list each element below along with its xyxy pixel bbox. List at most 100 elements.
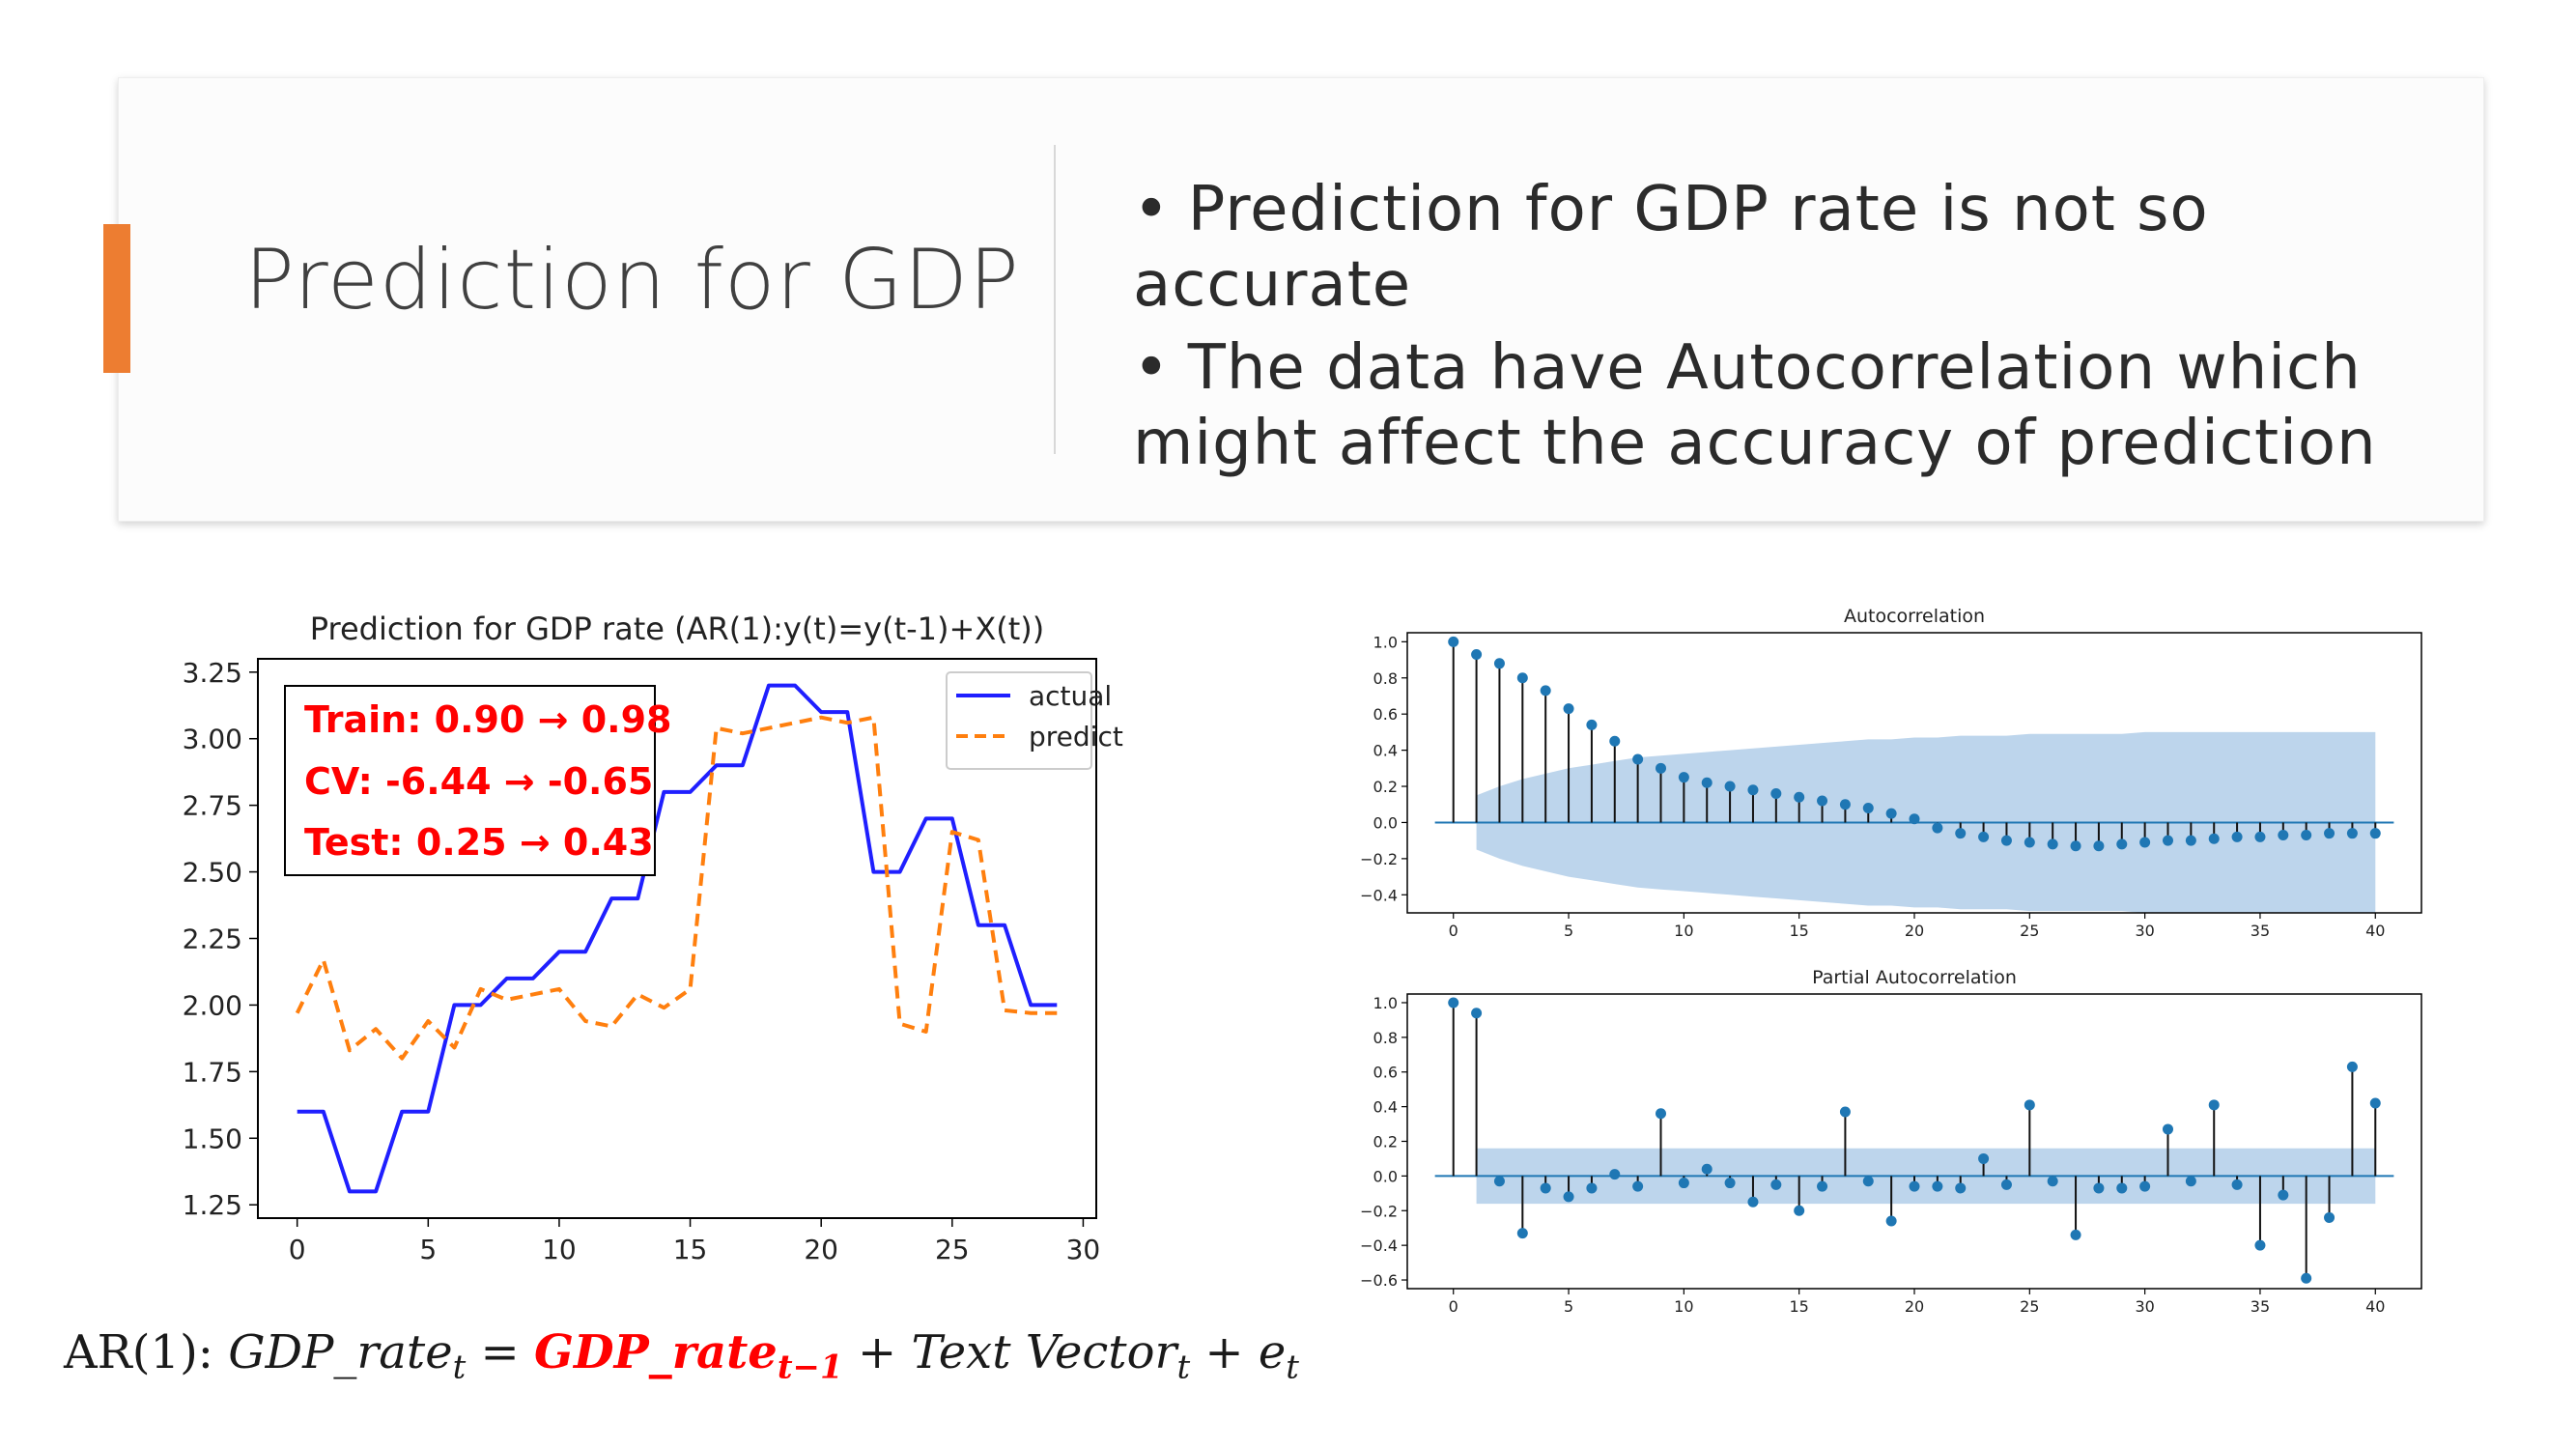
bullet-text: The data have Autocorrelation which migh… [1133, 332, 2377, 479]
stem-marker [1978, 831, 1990, 842]
x-tick-label: 25 [2020, 922, 2039, 940]
stem-marker [1609, 1169, 1621, 1180]
y-tick-label: 0.8 [1373, 1029, 1398, 1047]
formula-text-vector: Text Vector [911, 1325, 1177, 1379]
chart-title: Prediction for GDP rate (AR(1):y(t)=y(t-… [310, 611, 1044, 647]
x-tick-label: 15 [1790, 1297, 1809, 1316]
stem-marker [1862, 802, 1874, 813]
stem-marker [2185, 1176, 2196, 1187]
stem-marker [1770, 788, 1782, 800]
stem-marker [2301, 1272, 2312, 1284]
stem-marker [2231, 831, 2243, 842]
stem-marker [2254, 831, 2266, 842]
bullet-list: • Prediction for GDP rate is not so accur… [1133, 172, 2456, 489]
stem-marker [1955, 828, 1967, 839]
y-tick-label: 1.25 [183, 1189, 242, 1221]
y-tick-label: 2.00 [183, 989, 242, 1021]
title-divider [1054, 145, 1056, 454]
y-tick-label: 3.25 [183, 657, 242, 689]
y-tick-label: −0.2 [1360, 1202, 1398, 1220]
stem-marker [1862, 1176, 1874, 1187]
stem-marker [1448, 636, 1459, 647]
bullet-item: • The data have Autocorrelation which mig… [1133, 330, 2456, 481]
y-tick-label: 0.6 [1373, 705, 1398, 724]
x-tick-label: 20 [1905, 922, 1924, 940]
stem-marker [2278, 830, 2289, 841]
stem-marker [2278, 1189, 2289, 1201]
stem-marker [2208, 1099, 2220, 1111]
stem-marker [1955, 1182, 1967, 1194]
x-tick-label: 10 [1674, 922, 1693, 940]
stem-marker [2254, 1239, 2266, 1251]
stem-marker [1540, 1182, 1551, 1194]
stem-marker [1839, 1106, 1851, 1118]
stem-marker [2185, 835, 2196, 846]
stem-marker [2324, 828, 2335, 839]
stem-marker [1724, 781, 1736, 792]
y-tick-label: 0.2 [1373, 1133, 1398, 1151]
formula-error: e [1258, 1325, 1287, 1379]
stem-marker [1516, 1228, 1528, 1239]
stem-marker [1701, 1163, 1713, 1175]
stem-marker [1586, 1182, 1598, 1194]
stem-marker [1724, 1178, 1736, 1189]
stem-marker [1586, 719, 1598, 730]
stem-marker [2301, 830, 2312, 841]
x-tick-label: 30 [2135, 922, 2154, 940]
stem-marker [2116, 838, 2128, 850]
autocorrelation-chart: Autocorrelation 0 5 10 15 20 25 30 35 40 −0.4 −0.2… [1360, 606, 2422, 940]
stem-marker [1817, 795, 1828, 807]
formula-text-sub: t [1176, 1348, 1191, 1387]
metric-test: Test: 0.25 → 0.43 [304, 821, 654, 864]
stem-marker [2369, 1097, 2381, 1109]
x-tick-label: 10 [542, 1234, 577, 1265]
chart-title: Partial Autocorrelation [1812, 967, 2017, 988]
stem-marker [2139, 837, 2151, 848]
stem-marker [2047, 1176, 2058, 1187]
x-tick-label: 5 [1564, 922, 1573, 940]
stem-marker [1563, 1191, 1574, 1203]
stem-marker [1471, 1008, 1483, 1019]
bullet-text: Prediction for GDP rate is not so accura… [1133, 174, 2209, 321]
metric-cv: CV: -6.44 → -0.65 [304, 760, 653, 803]
formula-eq: = [466, 1325, 535, 1379]
formula-lhs-sub: t [452, 1348, 467, 1387]
legend-label-predict: predict [1029, 721, 1123, 753]
y-tick-label: 1.0 [1373, 633, 1398, 651]
slide-title: Prediction for GDP [244, 232, 1020, 328]
x-tick-label: 35 [2250, 922, 2270, 940]
stem-marker [1794, 791, 1805, 803]
x-tick-label: 0 [1449, 1297, 1458, 1316]
stem-marker [2163, 835, 2173, 846]
title-card [118, 77, 2484, 522]
stem-marker [1701, 777, 1713, 788]
stem-marker [1932, 1180, 1943, 1192]
y-tick-label: 0.8 [1373, 669, 1398, 688]
stem-marker [2024, 1099, 2035, 1111]
y-tick-label: 0.6 [1373, 1064, 1398, 1082]
chart-title: Autocorrelation [1844, 606, 1985, 627]
metrics-box: Train: 0.90 → 0.98 CV: -6.44 → -0.65 Tes… [284, 685, 671, 876]
stem-marker [1932, 822, 1943, 834]
stem-marker [1540, 685, 1551, 696]
stem-marker [1632, 1180, 1644, 1192]
stem-marker [1678, 1178, 1689, 1189]
formula-plus-1: + [842, 1325, 912, 1379]
stem-marker [1885, 808, 1897, 819]
stem-marker [1493, 1176, 1505, 1187]
y-tick-label: 2.75 [183, 790, 242, 822]
stem-marker [1978, 1152, 1990, 1164]
x-tick-label: 15 [1790, 922, 1809, 940]
stem-marker [1909, 1180, 1920, 1192]
stem-marker [1770, 1179, 1782, 1190]
y-tick-label: 1.50 [183, 1122, 242, 1154]
stem-marker [2024, 837, 2035, 848]
x-tick-label: 20 [804, 1234, 838, 1265]
y-tick-label: 0.0 [1373, 1167, 1398, 1185]
stem-marker [1656, 1108, 1666, 1120]
formula-prefix: AR(1): [64, 1325, 229, 1379]
x-tick-label: 35 [2250, 1297, 2270, 1316]
stem-marker [1516, 672, 1528, 684]
stem-marker [2208, 833, 2220, 844]
series-line-predict [295, 715, 1058, 1061]
